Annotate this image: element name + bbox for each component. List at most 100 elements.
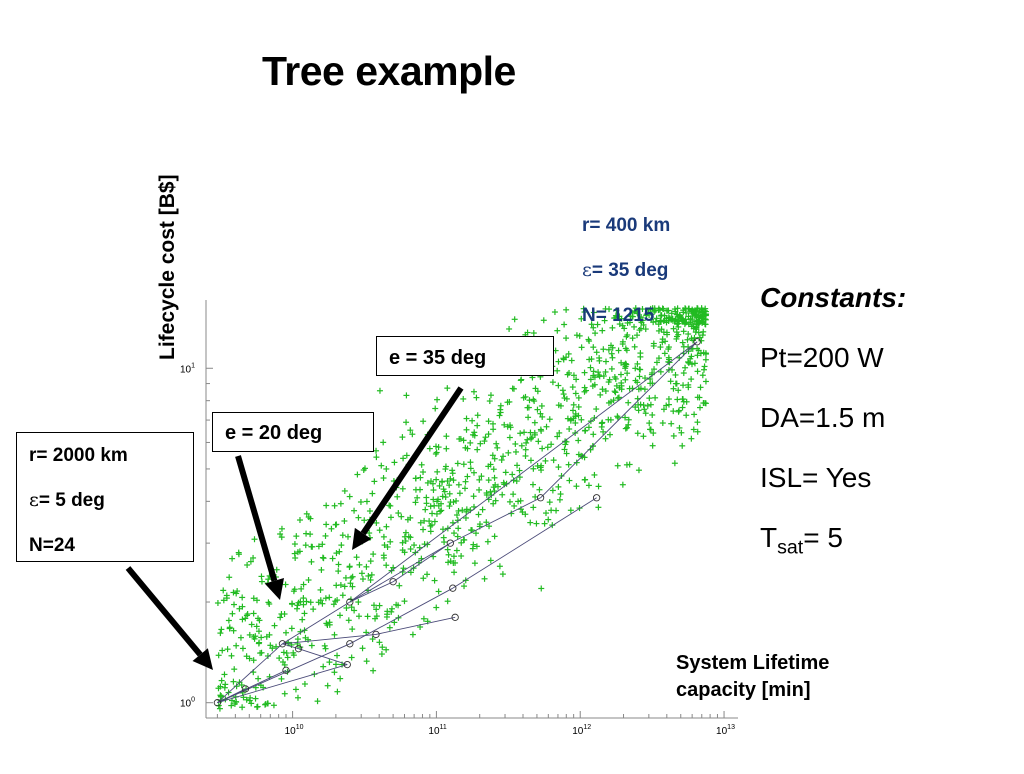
scatter-point [432, 405, 439, 412]
scatter-point [685, 381, 692, 388]
scatter-point [530, 504, 537, 511]
scatter-point [239, 594, 246, 601]
scatter-point [665, 396, 672, 403]
scatter-point [670, 385, 677, 392]
scatter-point [333, 521, 340, 528]
tree-edge [392, 542, 451, 583]
scatter-point [558, 472, 565, 479]
scatter-point [665, 346, 672, 353]
scatter-point [302, 542, 309, 549]
scatter-point [555, 483, 562, 490]
scatter-point [449, 467, 456, 474]
scatter-point [685, 359, 692, 366]
scatter-point [608, 350, 615, 357]
scatter-point [483, 490, 490, 497]
scatter-point [484, 538, 491, 545]
scatter-point [435, 444, 442, 451]
scatter-point [647, 426, 654, 433]
scatter-point [549, 379, 556, 386]
scatter-point [609, 324, 616, 331]
scatter-point [626, 385, 633, 392]
scatter-point [424, 571, 431, 578]
scatter-point [383, 613, 390, 620]
scatter-point [358, 570, 365, 577]
scatter-point [271, 622, 278, 629]
constants-panel: Constants: Pt=200 W DA=1.5 m ISL= Yes Ts… [760, 268, 906, 578]
scatter-point [653, 315, 660, 322]
scatter-point [491, 474, 498, 481]
scatter-point [575, 394, 582, 401]
scatter-point [400, 455, 407, 462]
scatter-point [383, 465, 390, 472]
scatter-point [498, 456, 505, 463]
scatter-point [691, 411, 698, 418]
scatter-point [273, 566, 280, 573]
arrow-e20 [235, 455, 284, 600]
scatter-point [569, 384, 576, 391]
scatter-point [694, 321, 701, 328]
scatter-point [427, 478, 434, 485]
scatter-point [526, 397, 533, 404]
scatter-point [320, 663, 327, 670]
scatter-point [346, 493, 353, 500]
scatter-point [477, 440, 484, 447]
scatter-point [319, 554, 326, 561]
scatter-point [346, 563, 353, 570]
scatter-point [605, 399, 612, 406]
scatter-point [573, 332, 580, 339]
scatter-point [217, 683, 224, 690]
scatter-point [450, 560, 457, 567]
scatter-point [339, 592, 346, 599]
scatter-point [595, 504, 602, 511]
scatter-point [467, 439, 474, 446]
scatter-point [555, 402, 562, 409]
scatter-point [687, 316, 694, 323]
scatter-point [602, 435, 609, 442]
scatter-point [596, 357, 603, 364]
scatter-point [433, 604, 440, 611]
scatter-point [609, 354, 616, 361]
scatter-point [256, 617, 263, 624]
scatter-point [258, 634, 265, 641]
scatter-point [649, 380, 656, 387]
scatter-point [378, 651, 385, 658]
scatter-point [596, 373, 603, 380]
x-tick-exp: 12 [583, 724, 591, 731]
scatter-point [641, 406, 648, 413]
scatter-point [464, 473, 471, 480]
scatter-point [651, 366, 658, 373]
scatter-point [363, 498, 370, 505]
scatter-point [678, 429, 685, 436]
scatter-point [680, 398, 687, 405]
scatter-point [625, 399, 632, 406]
scatter-point [376, 527, 383, 534]
scatter-point [407, 569, 414, 576]
scatter-point [581, 384, 588, 391]
scatter-point [522, 452, 529, 459]
scatter-point [601, 317, 608, 324]
scatter-point [593, 349, 600, 356]
scatter-point [250, 595, 257, 602]
scatter-point [353, 554, 360, 561]
scatter-point [463, 508, 470, 515]
scatter-point [439, 478, 446, 485]
scatter-point [345, 617, 352, 624]
scatter-point [362, 465, 369, 472]
scatter-point [505, 449, 512, 456]
left-box-n: N=24 [29, 535, 75, 556]
scatter-point [420, 418, 427, 425]
scatter-point [386, 502, 393, 509]
scatter-point [651, 308, 658, 315]
scatter-point [659, 339, 666, 346]
y-tick-exp: 0 [191, 697, 195, 704]
left-box-r: r= 2000 km [29, 445, 128, 466]
scatter-point [557, 491, 564, 498]
scatter-point [688, 435, 695, 442]
scatter-point [250, 610, 257, 617]
scatter-point [581, 369, 588, 376]
scatter-point [545, 516, 552, 523]
scatter-point [303, 598, 310, 605]
scatter-point [348, 654, 355, 661]
scatter-point [611, 388, 618, 395]
